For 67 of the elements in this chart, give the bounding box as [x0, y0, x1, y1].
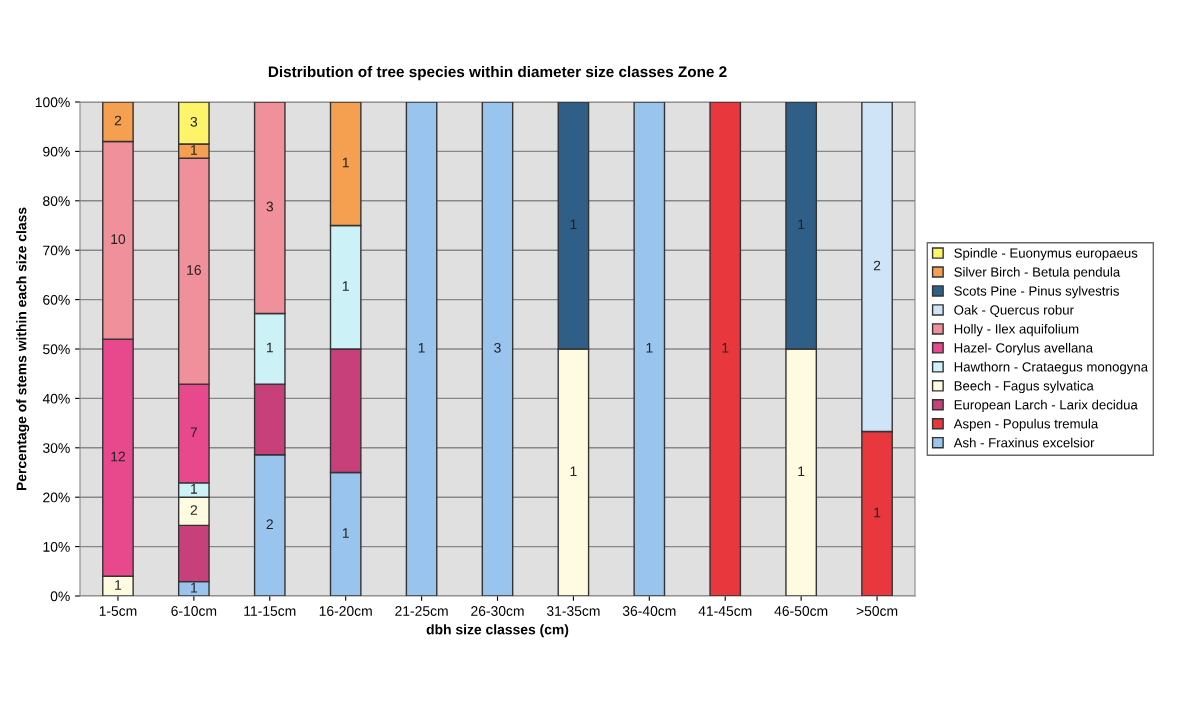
annotation: 2	[114, 115, 122, 126]
annotation: 1	[570, 466, 577, 477]
annotation: 1	[418, 343, 425, 353]
annotation: 1	[570, 219, 577, 230]
chart-title: Distribution of tree species within diameter size classes Zone 2	[268, 65, 727, 81]
annotation: 1	[191, 484, 198, 494]
x-tick-label: 1-5cm	[99, 606, 137, 616]
annotation: 3	[494, 342, 501, 353]
annotation: 2	[190, 505, 198, 515]
annotation: 1	[191, 582, 198, 593]
legend-label: Aspen - Populus tremula	[953, 418, 1099, 432]
annotation: 3	[190, 116, 198, 127]
x-axis-title: dbh size classes (cm)	[426, 624, 569, 638]
legend-label: Scots Pine - Pinus sylvestris	[954, 285, 1119, 299]
x-tick-label: 41-45cm	[698, 606, 752, 616]
annotation: 12	[111, 451, 125, 462]
annotation: 1	[722, 343, 729, 353]
annotation: 10	[111, 234, 126, 245]
x-tick-label: 16-20cm	[319, 606, 372, 616]
x-tick-label: 11-15cm	[244, 606, 296, 616]
annotation: 1	[342, 528, 349, 538]
legend-label: Ash - Fraxinus excelsior	[953, 437, 1095, 448]
x-tick-label: 46-50cm	[774, 606, 828, 616]
annotation: 1	[874, 507, 881, 518]
x-tick-label: 21-25cm	[395, 606, 448, 616]
y-tick-label: 10%	[43, 541, 70, 552]
y-axis-title: Percentage of stems within each size class	[16, 207, 30, 491]
y-tick-label: 50%	[43, 344, 70, 355]
legend-label: European Larch - Larix decidua	[954, 399, 1138, 413]
y-tick-label: 70%	[43, 245, 70, 256]
legend-label: Holly - Ilex aquifolium	[954, 323, 1079, 337]
x-tick-label: 26-30cm	[471, 606, 524, 616]
annotation: 1	[798, 219, 805, 230]
x-tick-label: 36-40cm	[622, 606, 676, 616]
x-tick-label: 6-10cm	[171, 606, 217, 616]
y-tick-label: 40%	[42, 393, 70, 404]
y-tick-label: 0%	[50, 591, 70, 602]
y-tick-label: 20%	[43, 492, 70, 503]
y-tick-label: 100%	[35, 97, 70, 108]
x-tick-label: 31-35cm	[546, 606, 600, 616]
y-tick-label: 30%	[43, 443, 70, 453]
annotation: 1	[646, 343, 653, 353]
annotation: 1	[798, 466, 805, 477]
legend-label: Beech - Fagus sylvatica	[954, 380, 1094, 394]
legend-label: Silver Birch - Betula pendula	[954, 267, 1121, 280]
annotation: 16	[187, 265, 201, 275]
annotation: 1	[342, 281, 349, 291]
y-tick-label: 80%	[43, 196, 70, 206]
y-tick-label: 60%	[43, 294, 70, 305]
annotation: 7	[190, 427, 198, 438]
legend-label: Spindle - Euonymus europaeus	[954, 248, 1138, 261]
annotation: 1	[115, 580, 122, 590]
bar	[481, 102, 514, 596]
bar	[709, 102, 742, 596]
legend-label: Hazel- Corylus avellana	[954, 342, 1094, 356]
y-tick-label: 90%	[43, 146, 70, 157]
annotation: 1	[266, 342, 273, 353]
annotation: 2	[873, 260, 881, 271]
annotation: 3	[266, 201, 274, 212]
bar	[633, 102, 666, 596]
bar	[405, 102, 438, 596]
annotation: 2	[266, 519, 273, 529]
x-tick-label: >50cm	[856, 606, 898, 616]
legend-label: Oak - Quercus robur	[954, 304, 1074, 318]
legend-label: Hawthorn - Crataegus monogyna	[954, 361, 1149, 375]
annotation: 1	[191, 145, 198, 155]
annotation: 1	[342, 157, 349, 168]
